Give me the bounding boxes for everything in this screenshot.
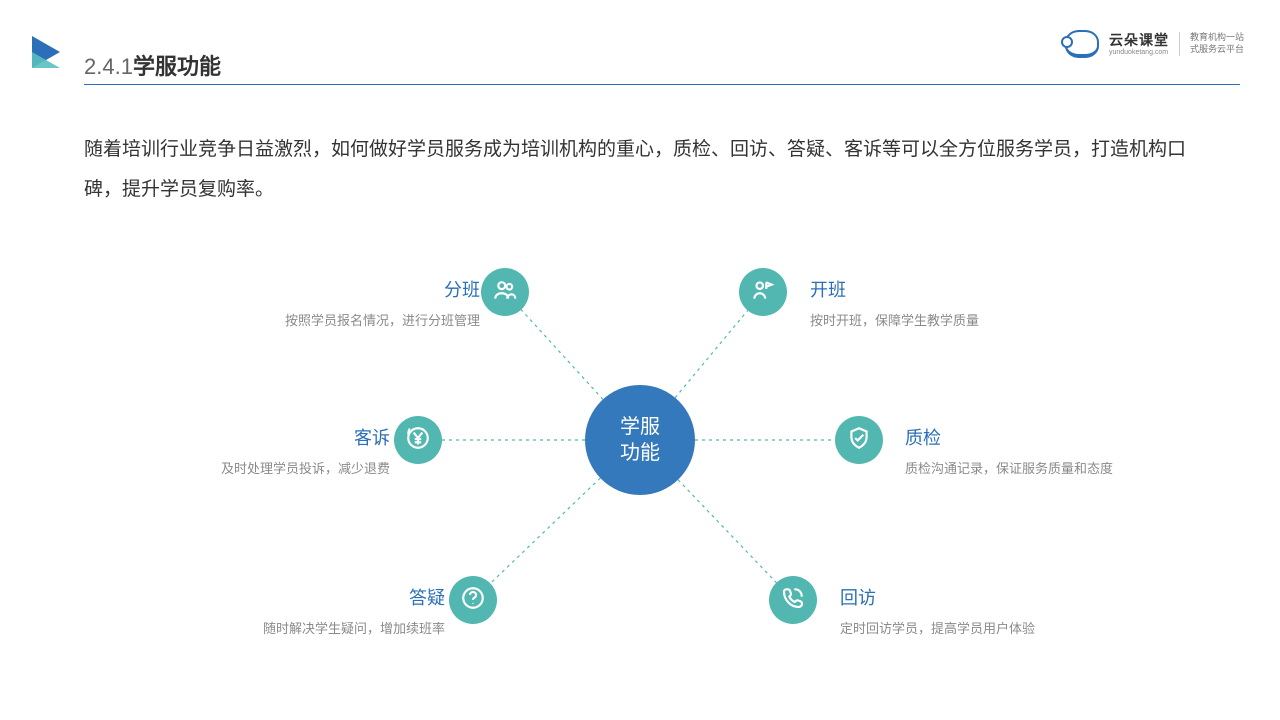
label-dayi: 答疑随时解决学生疑问，增加续班率 <box>263 584 445 637</box>
logo-tagline: 教育机构一站 式服务云平台 <box>1190 32 1244 55</box>
logo-domain: yunduoketang.com <box>1109 49 1169 56</box>
brand-logo: 云朵课堂 yunduoketang.com 教育机构一站 式服务云平台 <box>1065 30 1244 58</box>
section-number: 2.4.1 <box>84 54 133 79</box>
label-desc: 按时开班，保障学生教学质量 <box>810 310 979 329</box>
label-title: 客诉 <box>221 424 390 450</box>
shield-icon <box>846 425 872 456</box>
label-title: 质检 <box>905 424 1113 450</box>
label-title: 分班 <box>285 276 480 302</box>
label-desc: 按照学员报名情况，进行分班管理 <box>285 310 480 329</box>
label-desc: 随时解决学生疑问，增加续班率 <box>263 618 445 637</box>
logo-name: 云朵课堂 <box>1109 33 1169 47</box>
users-icon <box>492 277 518 308</box>
node-huifang <box>769 576 817 624</box>
slide: 2.4.1学服功能 云朵课堂 yunduoketang.com 教育机构一站 式… <box>0 0 1280 720</box>
node-zhijian <box>835 416 883 464</box>
label-desc: 质检沟通记录，保证服务质量和态度 <box>905 458 1113 477</box>
cloud-icon <box>1065 30 1099 58</box>
radial-diagram: 学服功能 分班按照学员报名情况，进行分班管理 开班按时开班，保障学生教学质量客诉及时… <box>0 240 1280 680</box>
label-title: 答疑 <box>263 584 445 610</box>
page-title: 2.4.1学服功能 <box>84 49 221 81</box>
label-kesu: 客诉及时处理学员投诉，减少退费 <box>221 424 390 477</box>
label-kaiban: 开班按时开班，保障学生教学质量 <box>810 276 979 329</box>
logo-divider <box>1179 32 1180 56</box>
question-icon <box>460 585 486 616</box>
node-kaiban <box>739 268 787 316</box>
label-title: 回访 <box>840 584 1035 610</box>
node-kesu <box>394 416 442 464</box>
node-dayi <box>449 576 497 624</box>
label-desc: 及时处理学员投诉，减少退费 <box>221 458 390 477</box>
title-text: 学服功能 <box>133 54 221 79</box>
label-desc: 定时回访学员，提高学员用户体验 <box>840 618 1035 637</box>
yen-icon <box>405 425 431 456</box>
phone-icon <box>780 585 806 616</box>
node-fenban <box>481 268 529 316</box>
label-huifang: 回访定时回访学员，提高学员用户体验 <box>840 584 1035 637</box>
label-title: 开班 <box>810 276 979 302</box>
hub-node: 学服功能 <box>585 385 695 495</box>
header-triangle-secondary <box>32 52 60 68</box>
intro-paragraph: 随着培训行业竞争日益激烈，如何做好学员服务成为培训机构的重心，质检、回访、答疑、… <box>84 130 1214 210</box>
label-fenban: 分班按照学员报名情况，进行分班管理 <box>285 276 480 329</box>
label-zhijian: 质检质检沟通记录，保证服务质量和态度 <box>905 424 1113 477</box>
logo-text: 云朵课堂 yunduoketang.com <box>1109 33 1169 56</box>
title-underline <box>84 84 1240 85</box>
teacher-icon <box>750 277 776 308</box>
